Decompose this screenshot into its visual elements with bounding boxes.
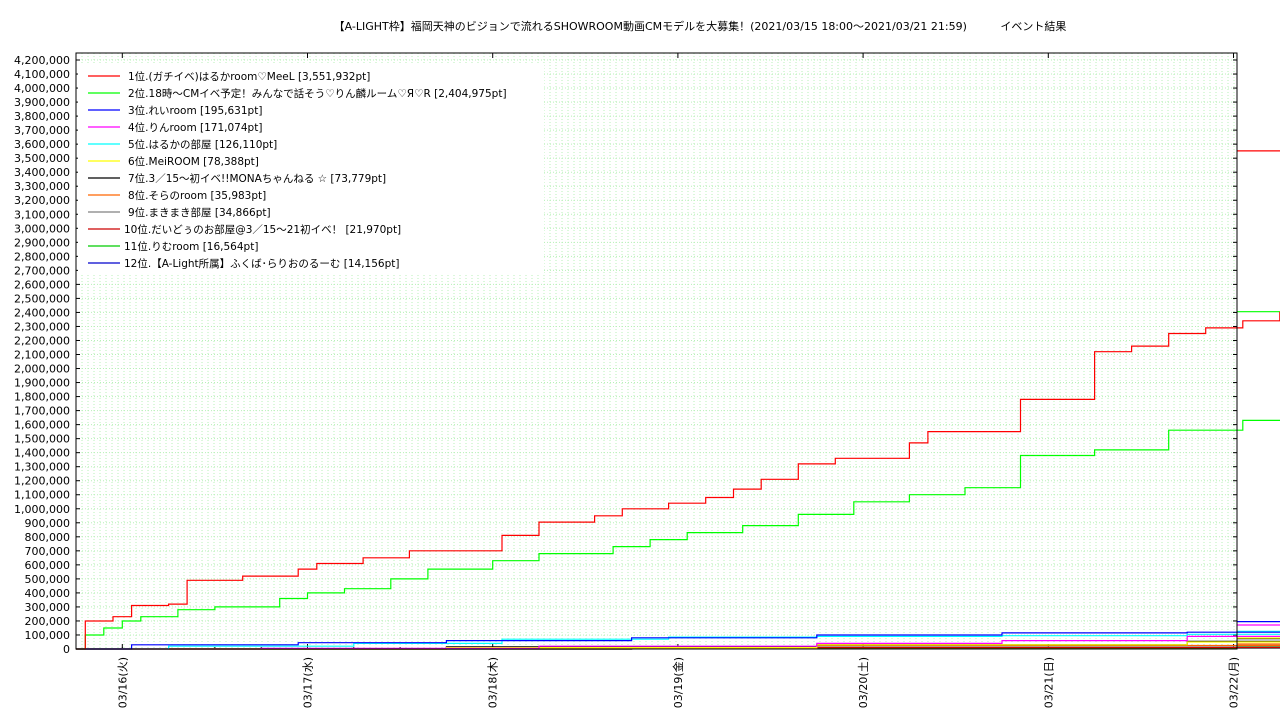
y-tick-label: 500,000 bbox=[25, 573, 71, 586]
legend-label: 10位.だいどぅのお部屋@3／15〜21初イベ！ [21,970pt] bbox=[124, 223, 401, 236]
y-tick-label: 3,700,000 bbox=[14, 124, 70, 137]
y-tick-label: 2,600,000 bbox=[14, 278, 70, 291]
y-tick-label: 2,000,000 bbox=[14, 363, 70, 376]
y-tick-label: 1,300,000 bbox=[14, 461, 70, 474]
legend-label: 12位.【A-Light所属】ふくば･らりおのるーむ [14,156pt] bbox=[124, 257, 399, 270]
y-tick-label: 2,500,000 bbox=[14, 292, 70, 305]
y-tick-label: 3,900,000 bbox=[14, 96, 70, 109]
y-tick-label: 4,200,000 bbox=[14, 54, 70, 67]
legend-label: 9位.まきまき部屋 [34,866pt] bbox=[128, 206, 271, 219]
legend-label: 8位.そらのroom [35,983pt] bbox=[128, 189, 266, 202]
legend-label: 2位.18時〜CMイベ予定！みんなで話そう♡りん麟ルーム♡Я♡R [2,404,… bbox=[128, 87, 507, 100]
legend: 1位.(ガチイベ)はるかroom♡MeeL [3,551,932pt] 2位.18… bbox=[88, 70, 507, 270]
legend-label: 7位.3／15〜初イベ!!MONAちゃんねる ☆ [73,779pt] bbox=[128, 172, 386, 185]
legend-label: 6位.MeiROOM [78,388pt] bbox=[128, 155, 259, 168]
y-tick-label: 3,500,000 bbox=[14, 152, 70, 165]
y-tick-label: 2,300,000 bbox=[14, 320, 70, 333]
y-tick-label: 3,000,000 bbox=[14, 222, 70, 235]
legend-label: 1位.(ガチイベ)はるかroom♡MeeL [3,551,932pt] bbox=[128, 70, 370, 83]
y-tick-label: 4,100,000 bbox=[14, 68, 70, 81]
y-tick-label: 1,900,000 bbox=[14, 377, 70, 390]
y-tick-label: 3,400,000 bbox=[14, 166, 70, 179]
chart-title-text: 【A-LIGHT枠】福岡天神のビジョンで流れるSHOWROOM動画CMモデルを大… bbox=[334, 19, 967, 33]
y-tick-label: 300,000 bbox=[25, 601, 71, 614]
y-tick-label: 0 bbox=[63, 643, 70, 656]
legend-background bbox=[78, 63, 544, 275]
y-tick-label: 3,800,000 bbox=[14, 110, 70, 123]
x-tick-label: 03/21(日) bbox=[1042, 657, 1055, 708]
y-tick-label: 1,700,000 bbox=[14, 405, 70, 418]
y-tick-label: 600,000 bbox=[25, 559, 71, 572]
y-tick-label: 3,300,000 bbox=[14, 180, 70, 193]
x-tick-label: 03/17(水) bbox=[302, 657, 315, 708]
y-tick-label: 1,600,000 bbox=[14, 419, 70, 432]
y-tick-label: 2,200,000 bbox=[14, 334, 70, 347]
y-tick-label: 2,800,000 bbox=[14, 250, 70, 263]
x-tick-label: 03/18(木) bbox=[487, 657, 500, 708]
y-tick-label: 2,100,000 bbox=[14, 349, 70, 362]
plot-frame bbox=[75, 52, 1238, 650]
y-tick-label: 4,000,000 bbox=[14, 82, 70, 95]
x-tick-label: 03/20(土) bbox=[857, 657, 870, 708]
y-tick-label: 1,400,000 bbox=[14, 447, 70, 460]
y-tick-label: 1,200,000 bbox=[14, 475, 70, 488]
chart-title: 【A-LIGHT枠】福岡天神のビジョンで流れるSHOWROOM動画CMモデルを大… bbox=[334, 19, 1067, 33]
y-axis: 0100,000200,000300,000400,000500,000600,… bbox=[14, 54, 1237, 656]
y-tick-label: 1,100,000 bbox=[14, 489, 70, 502]
legend-label: 11位.りむroom [16,564pt] bbox=[124, 240, 258, 253]
legend-label: 5位.はるかの部屋 [126,110pt] bbox=[128, 138, 277, 151]
y-tick-label: 700,000 bbox=[25, 545, 71, 558]
chart-subtitle-text: イベント結果 bbox=[1000, 19, 1066, 33]
x-tick-label: 03/19(金) bbox=[671, 657, 685, 708]
y-tick-label: 2,400,000 bbox=[14, 306, 70, 319]
x-tick-label: 03/22(月) bbox=[1228, 657, 1241, 708]
y-tick-label: 2,700,000 bbox=[14, 264, 70, 277]
y-tick-label: 800,000 bbox=[25, 531, 71, 544]
y-tick-label: 900,000 bbox=[25, 517, 71, 530]
y-tick-label: 400,000 bbox=[25, 587, 71, 600]
y-tick-label: 3,600,000 bbox=[14, 138, 70, 151]
series-line bbox=[76, 624, 1280, 650]
y-tick-label: 1,000,000 bbox=[14, 503, 70, 516]
legend-label: 4位.りんroom [171,074pt] bbox=[128, 121, 262, 134]
legend-label: 3位.れいroom [195,631pt] bbox=[128, 104, 262, 117]
x-tick-label: 03/16(火) bbox=[116, 657, 129, 708]
y-tick-label: 200,000 bbox=[25, 615, 71, 628]
y-tick-label: 1,500,000 bbox=[14, 433, 70, 446]
x-axis: 03/16(火) 03/17(水) 03/18(木) 03/19(金) 03/20(土)… bbox=[75, 53, 1241, 708]
y-tick-label: 3,100,000 bbox=[14, 208, 70, 221]
y-tick-label: 2,900,000 bbox=[14, 236, 70, 249]
series-line bbox=[76, 630, 1280, 650]
y-tick-label: 1,800,000 bbox=[14, 391, 70, 404]
series-line bbox=[76, 311, 1280, 650]
series-line bbox=[76, 621, 1280, 650]
y-tick-label: 100,000 bbox=[25, 629, 71, 642]
y-tick-label: 3,200,000 bbox=[14, 194, 70, 207]
